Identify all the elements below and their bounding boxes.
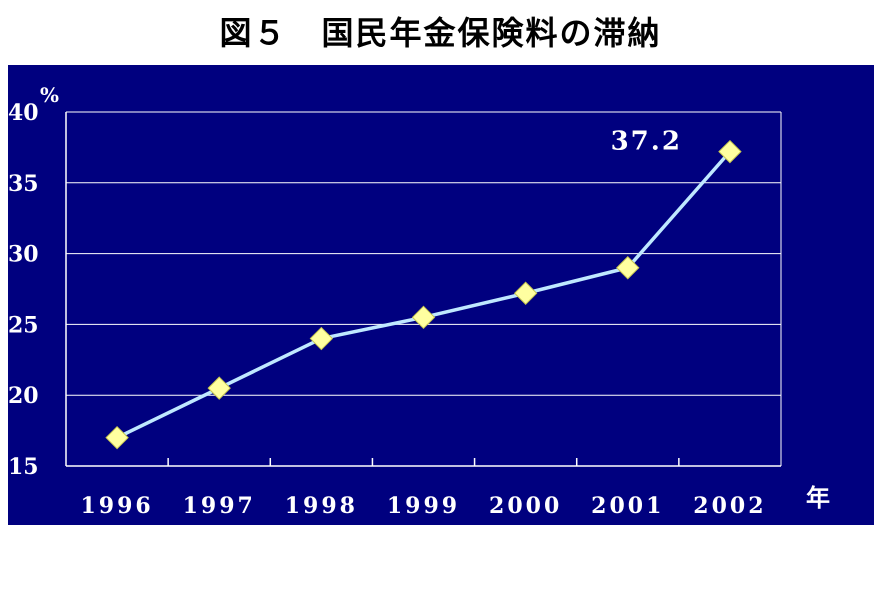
data-label-2002: 37.2 xyxy=(611,127,682,157)
y-tick-label-35: 35 xyxy=(8,171,39,197)
gridlines xyxy=(66,111,781,396)
axes xyxy=(65,112,782,467)
y-tick-label-25: 25 xyxy=(8,312,39,338)
y-tick-label-30: 30 xyxy=(8,242,39,268)
series xyxy=(105,139,742,450)
chart-title: 図５ 国民年金保険料の滞納 xyxy=(219,14,662,52)
x-tick-label-1999: 1999 xyxy=(387,493,460,519)
data-point-2001 xyxy=(616,256,640,280)
x-tick-label-2001: 2001 xyxy=(591,493,664,519)
data-point-1996 xyxy=(105,425,129,450)
x-tick-label-1997: 1997 xyxy=(183,493,256,519)
x-tick-label-2000: 2000 xyxy=(489,493,562,519)
data-point-2000 xyxy=(513,281,538,305)
data-point-1997 xyxy=(207,376,231,400)
y-tick-label-40: 40 xyxy=(8,100,39,126)
x-tick-label-2002: 2002 xyxy=(693,493,766,519)
x-axis-unit-label: 年 xyxy=(806,483,830,512)
data-point-2002 xyxy=(718,139,742,164)
y-axis-unit-label: % xyxy=(40,83,59,107)
labels: 15 20 25 30 35 40 1996 1997 1998 1999 2000 2001 2002… xyxy=(8,83,830,519)
y-tick-label-20: 20 xyxy=(8,383,39,409)
data-point-1998 xyxy=(309,326,334,351)
chart-panel: 15 20 25 30 35 40 1996 1997 1998 1999 2000 2001 2002… xyxy=(8,65,874,525)
x-tick-label-1996: 1996 xyxy=(80,493,153,519)
y-tick-label-15: 15 xyxy=(8,454,39,480)
line-chart: 15 20 25 30 35 40 1996 1997 1998 1999 2000 2001 2002… xyxy=(8,83,830,519)
x-tick-label-1998: 1998 xyxy=(285,493,358,519)
data-point-1999 xyxy=(411,305,436,330)
